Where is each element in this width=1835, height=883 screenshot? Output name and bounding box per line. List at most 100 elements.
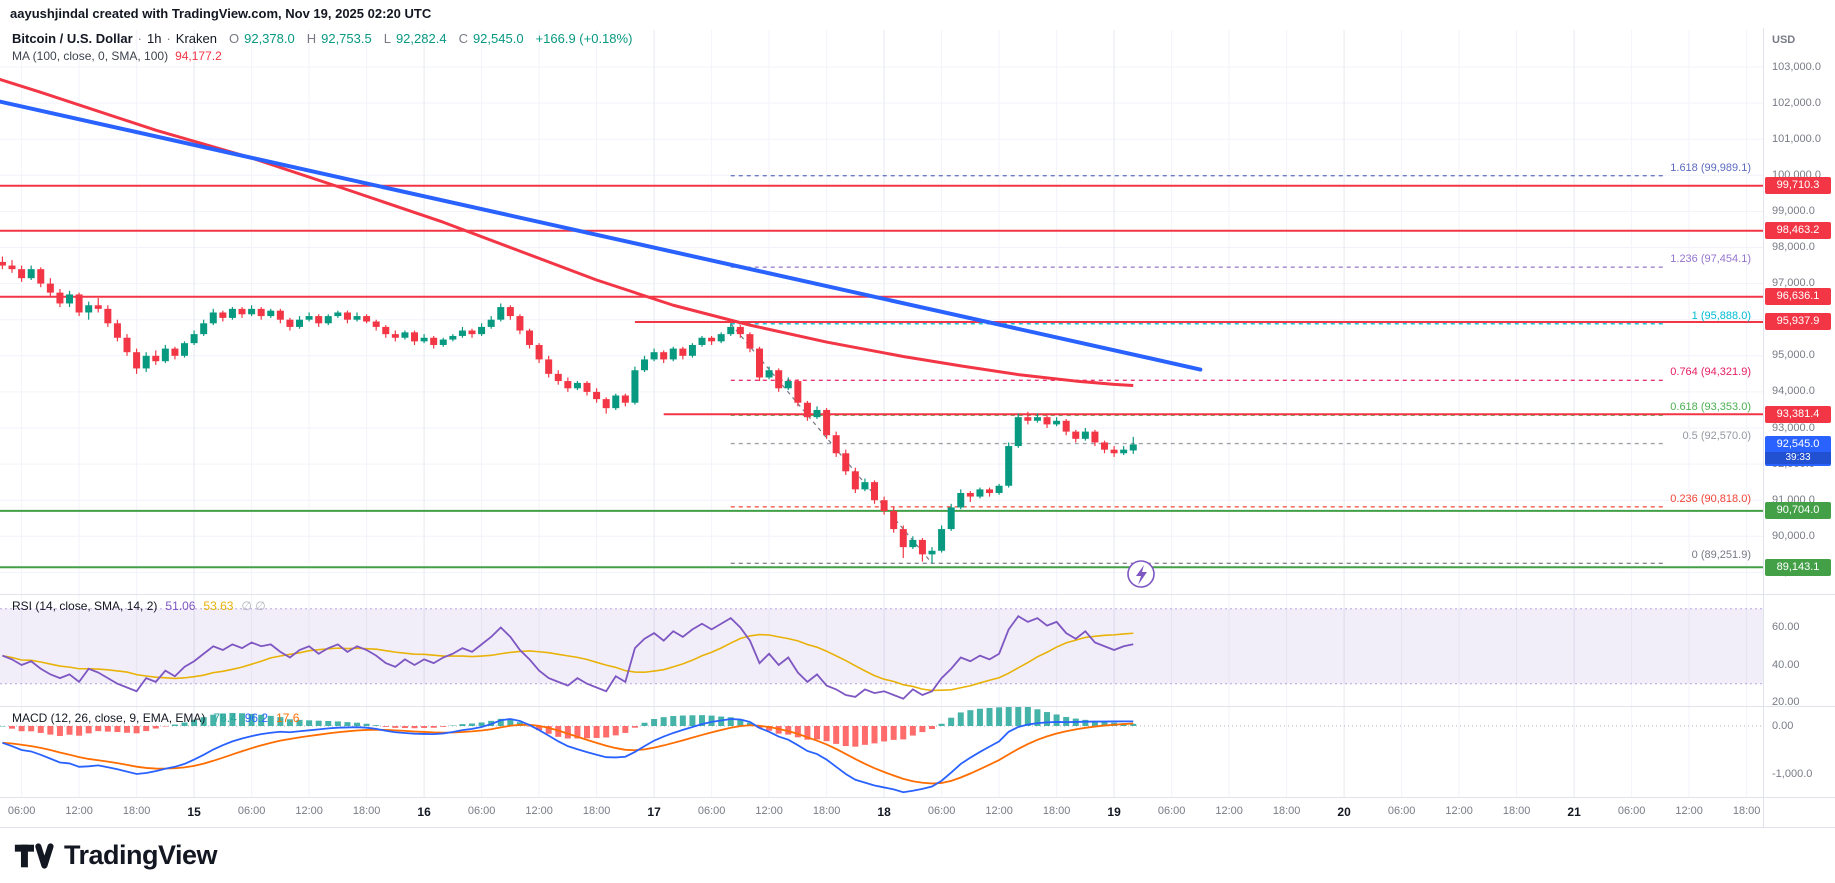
macd-legend[interactable]: MACD (12, 26, close, 9, EMA, EMA) 78.4 9… (12, 711, 299, 725)
interval-label: 1h (146, 31, 162, 46)
rsi-value: 51.06 (165, 599, 196, 613)
time-day-label: 16 (417, 805, 431, 819)
low-label: L (383, 31, 391, 46)
time-tick: 12:00 (295, 805, 323, 817)
symbol-legend[interactable]: Bitcoin / U.S. Dollar · 1h · Kraken O 92,… (12, 31, 632, 46)
macd-histogram-value: 78.4 (213, 711, 237, 725)
time-tick: 06:00 (927, 805, 956, 817)
rsi-tick: 60.00 (1772, 621, 1800, 633)
price-tick: 90,000.0 (1772, 529, 1815, 542)
time-tick: 06:00 (1387, 805, 1416, 817)
rsi-title: RSI (14, close, SMA, 14, 2) (12, 599, 158, 613)
tradingview-footer[interactable]: TradingView (0, 828, 1835, 883)
macd-tick: 0.00 (1772, 719, 1794, 732)
ma-label: MA (100, close, 0, SMA, 100) (12, 49, 169, 63)
macd-line (2, 718, 1134, 794)
time-day-label: 19 (1107, 805, 1121, 819)
grid (0, 30, 1763, 797)
ma-legend[interactable]: MA (100, close, 0, SMA, 100) 94,177.2 (12, 49, 222, 63)
time-tick: 06:00 (1617, 805, 1646, 817)
open-value: 92,378.0 (244, 31, 295, 46)
rsi-ma-line (2, 632, 1134, 692)
time-day-label: 17 (647, 805, 661, 819)
macd-signal-line (2, 722, 1134, 785)
time-tick: 12:00 (1445, 805, 1473, 817)
rsi-tick: 20.00 (1772, 696, 1800, 708)
axis-currency-label: USD (1772, 34, 1796, 46)
time-tick: 18:00 (1042, 805, 1071, 817)
price-tick: 97,000.0 (1772, 277, 1815, 290)
time-tick: 18:00 (1732, 805, 1761, 817)
high-value: 92,753.5 (321, 31, 372, 46)
time-tick: 12:00 (65, 805, 93, 817)
price-badge: 92,545.0 39:33 (1765, 435, 1831, 466)
rsi-tick: 40.00 (1772, 658, 1800, 671)
candlestick-series (0, 256, 1137, 564)
price-tick: 102,000.0 (1772, 96, 1821, 109)
price-badge: 90,704.0 (1765, 502, 1831, 520)
time-tick: 06:00 (7, 805, 36, 817)
time-day-label: 20 (1337, 805, 1351, 819)
price-tick: 95,000.0 (1772, 349, 1815, 362)
attribution-text: aayushjindal created with TradingView.co… (10, 6, 432, 21)
time-tick: 18:00 (1272, 805, 1301, 817)
macd-title: MACD (12, 26, close, 9, EMA, EMA) (12, 711, 206, 725)
exchange-label: Kraken (175, 31, 217, 46)
time-tick: 12:00 (985, 805, 1013, 817)
macd-histogram (0, 707, 1137, 747)
price-badge: 93,381.4 (1765, 405, 1831, 423)
low-value: 92,282.4 (395, 31, 447, 46)
rsi-extra-values: ∅ ∅ (241, 599, 266, 613)
legend-separator: · (137, 31, 142, 46)
time-tick: 06:00 (237, 805, 266, 817)
macd-tick: -1,000.0 (1772, 767, 1813, 780)
rsi-ma-value: 53.63 (203, 599, 234, 613)
price-tick: 93,000.0 (1772, 421, 1815, 434)
price-tick: 99,000.0 (1772, 204, 1815, 217)
tradingview-logo-icon (14, 842, 54, 869)
rsi-line (2, 615, 1134, 700)
time-tick: 18:00 (1502, 805, 1531, 817)
trendline[interactable] (0, 85, 1203, 372)
time-day-label: 18 (877, 805, 891, 819)
macd-signal-value: 17.6 (276, 711, 300, 725)
ma-value: 94,177.2 (175, 49, 222, 63)
time-tick: 12:00 (755, 805, 783, 817)
time-tick: 12:00 (1675, 805, 1703, 817)
legend-separator: · (166, 31, 171, 46)
price-tick: 103,000.0 (1772, 60, 1821, 73)
time-tick: 18:00 (582, 805, 611, 817)
price-badge: 95,937.9 (1765, 313, 1831, 331)
time-day-label: 21 (1567, 805, 1581, 819)
time-tick: 18:00 (812, 805, 841, 817)
rsi-band (0, 608, 1763, 684)
symbol-name: Bitcoin / U.S. Dollar (12, 31, 133, 46)
close-label: C (458, 31, 468, 46)
change-value: +166.9 (+0.18%) (535, 31, 633, 46)
lightning-icon (1136, 565, 1147, 585)
price-axis[interactable]: USD 103,000.0 102,000.0 101,000.0 100,000.0… (1764, 0, 1835, 827)
time-tick: 06:00 (467, 805, 496, 817)
price-badge: 96,636.1 (1765, 288, 1831, 306)
macd-value: 96.2 (244, 711, 269, 725)
time-day-label: 15 (187, 805, 201, 819)
time-tick: 06:00 (697, 805, 726, 817)
time-tick: 18:00 (352, 805, 381, 817)
price-badge: 89,143.1 (1765, 558, 1831, 576)
bar-countdown: 39:33 (1765, 451, 1831, 464)
close-value: 92,545.0 (472, 31, 524, 46)
high-label: H (306, 31, 317, 46)
price-badge: 98,463.2 (1765, 222, 1831, 240)
sma100-line (0, 77, 1134, 388)
time-tick: 12:00 (1215, 805, 1243, 817)
open-label: O (228, 31, 240, 46)
price-tick: 94,000.0 (1772, 385, 1815, 398)
price-tick: 98,000.0 (1772, 241, 1815, 253)
lightning-button[interactable] (1127, 560, 1155, 588)
price-badge: 99,710.3 (1765, 177, 1831, 195)
rsi-legend[interactable]: RSI (14, close, SMA, 14, 2) 51.06 53.63 … (12, 599, 266, 613)
time-axis[interactable]: 06:00 12:00 18:00 15 06:00 12:00 18:00 16 06:00 1… (0, 797, 1763, 827)
time-tick: 12:00 (525, 805, 553, 817)
